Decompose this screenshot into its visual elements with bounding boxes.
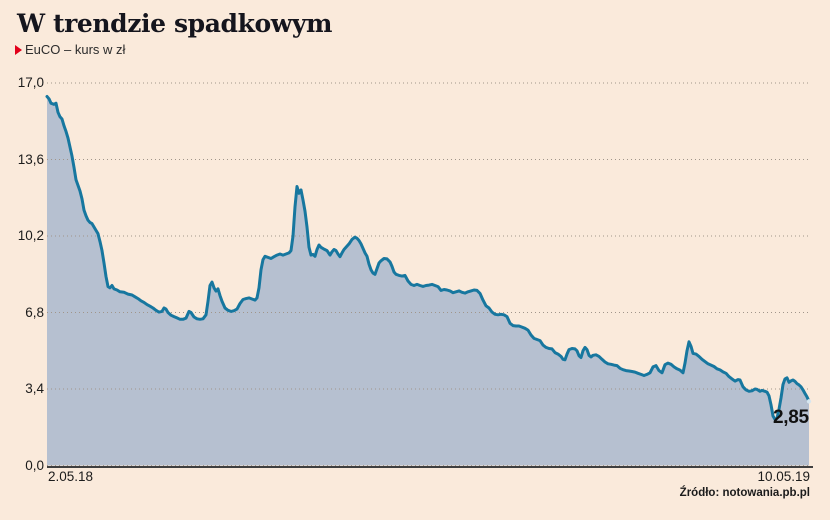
- source-note: Źródło: notowania.pb.pl: [679, 487, 810, 499]
- page-title: W trendzie spadkowym: [17, 9, 333, 38]
- last-value-label: 2,85: [773, 407, 809, 429]
- y-axis-tick-label: 6,8: [25, 304, 44, 320]
- y-axis-tick-label: 10,2: [17, 228, 44, 243]
- chart-legend: EuCO – kurs w zł: [15, 42, 125, 57]
- x-axis-label-end: 10.05.19: [757, 469, 810, 484]
- y-axis-tick-label: 17,0: [17, 75, 44, 90]
- x-axis-label-start: 2.05.18: [48, 469, 94, 484]
- area-fill: [47, 96, 809, 466]
- line-end-marker: [806, 399, 812, 404]
- y-axis-tick-label: 0,0: [25, 457, 44, 473]
- y-axis-tick-label: 13,6: [17, 151, 44, 167]
- y-axis-tick-label: 3,4: [25, 381, 44, 396]
- price-line: [45, 95, 811, 421]
- legend-label: EuCO – kurs w zł: [25, 42, 126, 57]
- legend-marker-icon: [15, 44, 22, 55]
